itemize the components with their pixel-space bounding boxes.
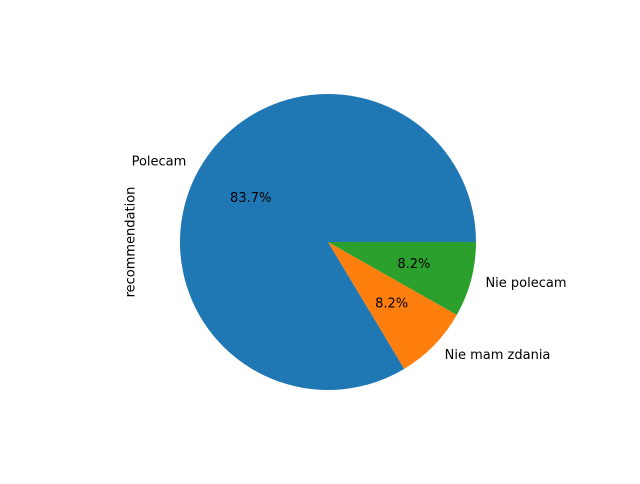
slice-label-nie-mam-zdania: Nie mam zdania — [445, 348, 551, 363]
y-axis-label: recommendation — [124, 187, 139, 298]
pie-labels: Polecam 83.7% Nie mam zdania 8.2% Nie poleca… — [132, 154, 567, 363]
slice-percent-nie-polecam: 8.2% — [397, 257, 430, 272]
pie-slices — [180, 94, 476, 391]
pie-slice-nie-polecam — [328, 242, 476, 315]
slice-percent-nie-mam-zdania: 8.2% — [375, 296, 408, 311]
pie-slice-nie-mam-zdania — [328, 242, 457, 369]
slice-percent-polecam: 83.7% — [230, 191, 271, 206]
slice-label-nie-polecam: Nie polecam — [485, 276, 566, 291]
slice-label-polecam: Polecam — [132, 154, 187, 169]
